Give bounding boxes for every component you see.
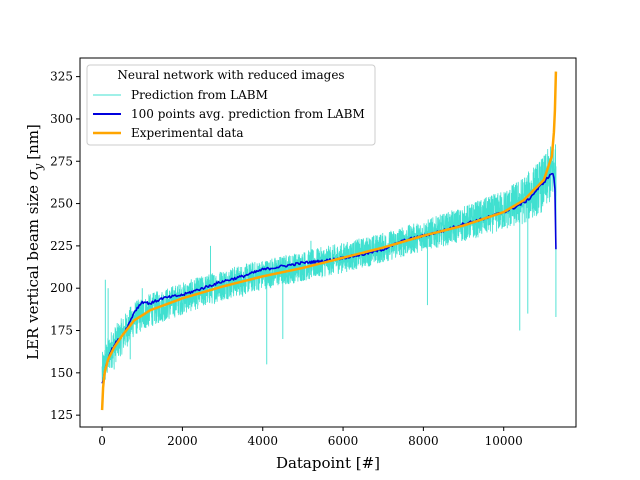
y-axis-label: LER vertical beam size σy [nm] [24,124,45,360]
x-tick-label: 2000 [167,434,198,448]
y-axis: 125 150 175 200 225 250 275 300 325 [50,70,80,422]
legend-label-average: 100 points avg. prediction from LABM [131,107,365,121]
y-tick-label: 150 [50,366,73,380]
y-tick-label: 225 [50,239,73,253]
x-tick-label: 0 [98,434,106,448]
series-prediction-line [101,146,557,384]
x-tick-label: 8000 [408,434,439,448]
y-axis-label-unit: [nm] [24,124,42,160]
y-tick-label: 300 [50,112,73,126]
series-layer [100,71,558,411]
y-tick-label: 275 [50,154,73,168]
x-tick-label: 4000 [247,434,278,448]
x-tick-label: 6000 [328,434,359,448]
legend-title: Neural network with reduced images [117,68,344,82]
series-experimental-line [100,71,558,411]
legend-label-prediction: Prediction from LABM [131,88,268,102]
y-axis-label-symbol: σ [24,169,42,180]
legend-box [86,64,376,146]
y-tick-label: 125 [50,408,73,422]
y-axis-label-subscript: y [32,163,45,171]
x-axis-label: Datapoint [#] [276,454,380,472]
x-tick-label: 10000 [485,434,523,448]
x-axis: 0 2000 4000 6000 8000 10000 [98,427,523,448]
plot-frame [79,57,577,428]
y-axis-label-text: LER vertical beam size [24,185,42,360]
legend-label-experimental: Experimental data [131,126,244,140]
legend: Neural network with reduced images Predi… [86,64,376,146]
y-tick-label: 200 [50,281,73,295]
y-tick-label: 325 [50,70,73,84]
y-tick-label: 250 [50,197,73,211]
y-tick-label: 175 [50,324,73,338]
